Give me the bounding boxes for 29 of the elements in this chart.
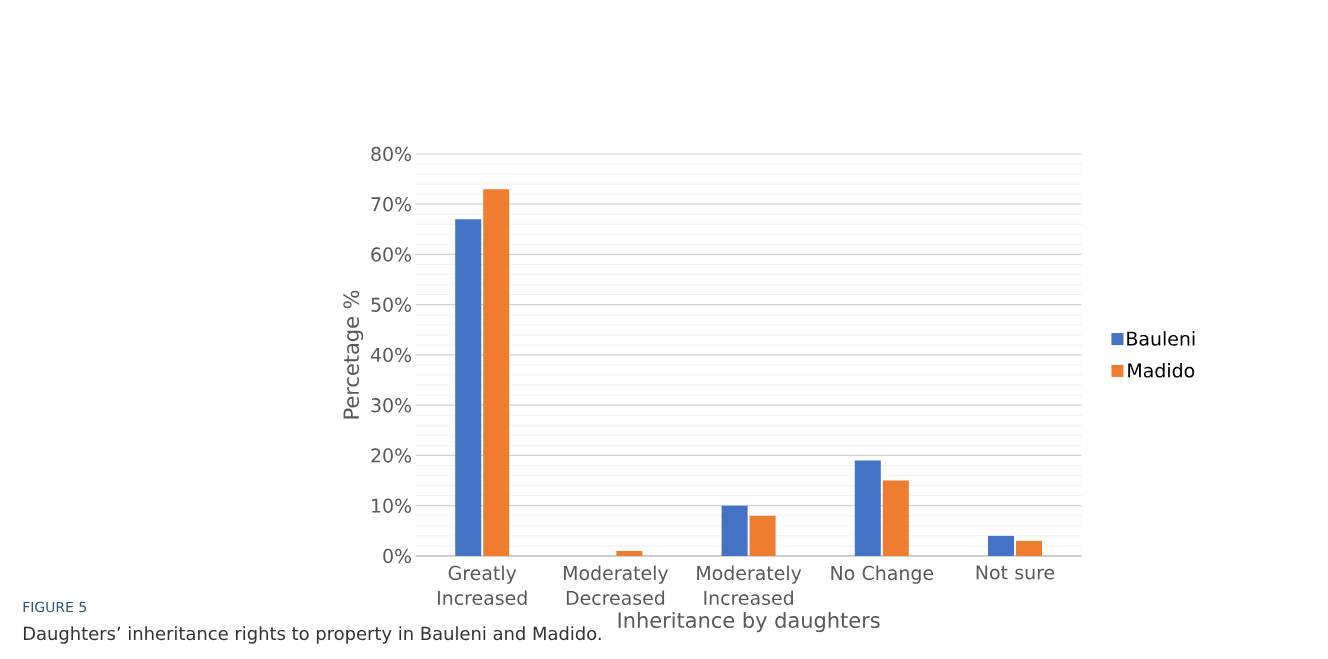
text: Daughters’ inheritance rights to property in Bauleni and Madido. <box>23 626 601 644</box>
caption: FIGURE 5 <box>23 601 86 613</box>
x-tick-label: Moderately Increased <box>697 565 802 606</box>
bar <box>882 480 909 556</box>
y-tick-label: 70% <box>371 197 412 212</box>
bar <box>749 515 776 556</box>
bar <box>616 550 643 556</box>
bar <box>721 505 748 556</box>
y-tick-label: 0% <box>383 548 412 564</box>
x-tick-label: No Change <box>831 565 934 584</box>
y-tick-label: 10% <box>372 498 412 513</box>
x-tick-label: Not sure <box>976 565 1055 580</box>
y-tick-label: 60% <box>371 247 412 262</box>
x-axis-title: Inheritance by daughters <box>618 611 880 633</box>
y-tick-label: 20% <box>371 448 412 463</box>
x-tick-label: Greatly Increased <box>438 565 527 606</box>
x-tick-label: Moderately Decreased <box>564 565 669 606</box>
y-tick-label: 50% <box>371 297 412 312</box>
legend-label: Madido <box>1128 362 1195 378</box>
y-tick-label: 80% <box>371 146 412 162</box>
bar <box>988 535 1014 556</box>
y-axis-title: Percetage % <box>343 290 364 419</box>
y-tick-label: 30% <box>371 398 412 413</box>
legend-label: Bauleni <box>1127 331 1195 346</box>
bar <box>455 219 482 556</box>
bar <box>483 189 510 556</box>
bar <box>1016 540 1042 556</box>
bar <box>854 460 881 556</box>
y-tick-label: 40% <box>370 347 412 363</box>
